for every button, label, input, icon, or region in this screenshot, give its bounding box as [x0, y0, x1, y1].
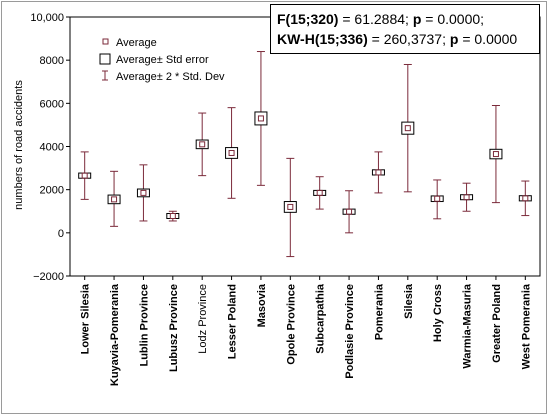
std-error-box — [518, 195, 532, 202]
category-label: Lesser Poland — [227, 284, 239, 359]
category-label: Subcarpathia — [315, 283, 327, 354]
category-mark-group — [518, 180, 532, 217]
category-label: Lublin Province — [138, 284, 150, 367]
std-error-box — [195, 139, 209, 150]
y-axis: −2000 0 2000 4000 6000 8000 10,000 — [30, 12, 70, 283]
std-error-box — [313, 189, 327, 196]
std-error-box — [460, 194, 474, 201]
average-marker — [111, 196, 118, 203]
legend-average-marker — [102, 38, 109, 45]
legend-stderr-box — [99, 53, 111, 65]
y-axis-title: numbers of road accidents — [13, 80, 25, 210]
std-error-box — [283, 201, 297, 213]
category-mark-group — [401, 63, 415, 193]
std-error-box — [166, 212, 180, 219]
series-marks — [78, 51, 532, 258]
category-mark-group — [342, 190, 356, 234]
category-mark-group — [166, 210, 180, 222]
std-error-box — [489, 148, 503, 160]
legend-stderr-label: Average± Std error — [116, 54, 209, 66]
average-marker — [492, 151, 499, 158]
std-error-box — [342, 208, 356, 215]
category-label: Opole Province — [285, 284, 297, 365]
legend-average-label: Average — [116, 37, 157, 49]
legend-stddev-whisker-icon — [102, 70, 108, 81]
category-mark-group — [107, 170, 121, 227]
y-tick-label: 0 — [58, 228, 64, 240]
statistics-box: F(15;320) = 61.2884; p = 0.0000; KW-H(15… — [270, 4, 540, 54]
std-error-box — [254, 111, 268, 126]
category-mark-group — [225, 107, 239, 199]
std-error-box — [136, 188, 150, 198]
category-label: Greater Poland — [491, 284, 503, 363]
std-error-box — [401, 121, 415, 135]
y-tick-label: 4000 — [40, 142, 64, 154]
average-marker — [140, 189, 147, 196]
category-mark-group — [254, 51, 268, 186]
category-label: Silesia — [403, 283, 415, 319]
category-label: Masovia — [256, 283, 268, 327]
anova-line: F(15;320) = 61.2884; p = 0.0000; — [277, 11, 485, 27]
average-marker — [169, 212, 176, 219]
category-label: Lubusz Province — [168, 284, 180, 372]
x-axis-labels: Lower Silesia Kuyavia-Pomerania Lublin Pro… — [80, 283, 533, 386]
category-label: Warmia-Masuria — [462, 283, 474, 368]
average-marker — [346, 208, 353, 215]
category-mark-group — [460, 182, 474, 212]
category-mark-group — [283, 157, 297, 258]
std-error-box — [430, 195, 444, 203]
category-mark-group — [136, 164, 150, 222]
std-error-box — [371, 169, 385, 176]
category-label: Lower Silesia — [80, 283, 92, 354]
y-tick-label: 8000 — [40, 55, 64, 67]
y-tick-label: 10,000 — [30, 12, 64, 24]
category-label: Pomerania — [373, 283, 385, 340]
category-mark-group — [430, 179, 444, 220]
average-marker — [522, 195, 529, 202]
category-label: Holy Cross — [432, 284, 444, 342]
category-label: Kuyavia-Pomerania — [109, 283, 121, 386]
category-label: Lodz Province — [197, 284, 209, 354]
legend: Average Average± Std error Average± 2 * … — [99, 37, 225, 83]
average-marker — [199, 141, 206, 148]
category-mark-group — [489, 104, 503, 204]
average-marker — [316, 189, 323, 196]
average-marker — [463, 194, 470, 201]
category-label: Podlasie Province — [344, 284, 356, 379]
category-mark-group — [195, 112, 209, 177]
category-mark-group — [313, 176, 327, 210]
average-marker — [81, 172, 88, 179]
category-mark-group — [371, 151, 385, 194]
y-tick-label: −2000 — [33, 271, 64, 283]
average-marker — [434, 195, 441, 202]
average-marker — [228, 149, 235, 156]
legend-stddev-label: Average± 2 * Std. Dev — [116, 71, 225, 83]
average-marker — [404, 125, 411, 132]
category-mark-group — [78, 151, 92, 200]
y-tick-label: 6000 — [40, 98, 64, 110]
std-error-box — [225, 147, 239, 159]
average-marker — [287, 203, 294, 210]
kruskal-wallis-line: KW-H(15;336) = 260,3737; p = 0.0000 — [277, 31, 518, 47]
y-tick-label: 2000 — [40, 185, 64, 197]
category-label: West Pomerania — [520, 283, 532, 369]
average-marker — [375, 169, 382, 176]
std-error-box — [78, 172, 92, 179]
std-error-box — [107, 194, 121, 205]
average-marker — [257, 115, 264, 122]
